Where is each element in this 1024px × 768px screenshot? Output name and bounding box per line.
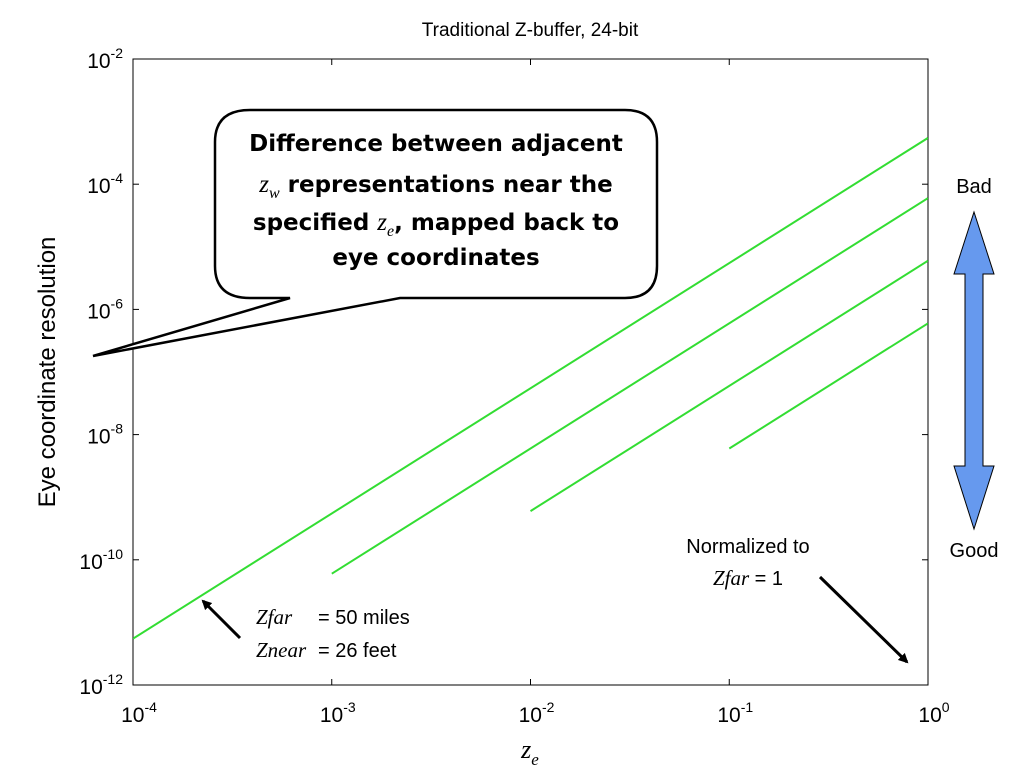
y-tick-exp: -4	[111, 170, 124, 186]
callout-shape	[92, 108, 659, 358]
y-tick-exp: -12	[103, 671, 123, 687]
double-arrow-icon	[953, 210, 995, 531]
y-tick-label: 10-6	[87, 295, 123, 323]
y-tick-label: 10-8	[87, 421, 123, 449]
normalized-val: = 1	[749, 568, 783, 590]
x-tick-base: 10	[519, 704, 542, 727]
series-line-1	[133, 137, 928, 640]
callout-line3-var: z	[376, 209, 387, 236]
x-tick-label: 100	[918, 699, 949, 727]
zfar-var: Zfar	[256, 605, 293, 629]
znear-val: = 26 feet	[318, 640, 397, 662]
x-tick-exp: -2	[542, 699, 555, 715]
x-tick-exp: -3	[343, 699, 356, 715]
callout-line2-sub: w	[269, 185, 280, 202]
x-tick-exp: -4	[144, 699, 157, 715]
y-tick-label: 10-4	[87, 170, 123, 198]
callout-line3: specified ze, mapped back to	[253, 209, 619, 240]
normalized-annotation: Normalized to Zfar = 1	[686, 536, 909, 664]
series-group	[133, 137, 928, 640]
y-tick-base: 10	[87, 50, 110, 73]
znear-line: Znear = 26 feet	[256, 638, 397, 662]
series-line-4	[728, 322, 928, 450]
normalized-arrow	[818, 575, 909, 664]
callout-line1: Difference between adjacent	[249, 131, 623, 157]
x-axis-label-sub: e	[531, 750, 539, 768]
x-tick-label: 10-3	[320, 699, 356, 727]
x-tick-exp: -1	[741, 699, 754, 715]
x-tick-label: 10-2	[519, 699, 555, 727]
y-tick-base: 10	[79, 551, 102, 574]
y-tick-base: 10	[87, 175, 110, 198]
x-tick-label: 10-4	[121, 699, 157, 727]
callout-bubble: Difference between adjacent zw represent…	[92, 108, 659, 358]
callout-line3-sub: e	[387, 223, 394, 240]
y-tick-label: 10-12	[79, 671, 123, 699]
params-arrow	[201, 599, 242, 640]
y-axis-label: Eye coordinate resolution	[34, 237, 61, 508]
series-line-3	[529, 259, 928, 512]
quality-scale: Bad Good	[950, 176, 999, 562]
callout-line3-rest: , mapped back to	[394, 210, 619, 236]
bad-label: Bad	[956, 176, 992, 198]
y-tick-exp: -8	[111, 421, 124, 437]
y-tick-label: 10-2	[87, 45, 123, 73]
x-tick-base: 10	[717, 704, 740, 727]
axis-ticks: 10-4 10-3 10-2 10-1 10010-1210-1010-810-610-…	[79, 45, 949, 727]
x-axis-label: ze	[520, 735, 539, 768]
x-tick-base: 10	[121, 704, 144, 727]
params-annotation: Zfar = 50 miles Znear = 26 feet	[201, 599, 410, 662]
normalized-line1: Normalized to	[686, 536, 809, 558]
callout-line3-pre: specified	[253, 210, 377, 236]
normalized-line2: Zfar = 1	[713, 566, 783, 590]
chart-title: Traditional Z-buffer, 24-bit	[422, 20, 639, 41]
y-tick-label: 10-10	[79, 546, 123, 574]
x-axis-label-var: z	[520, 735, 531, 764]
zfar-val: = 50 miles	[318, 607, 410, 629]
x-tick-exp: 0	[942, 699, 950, 715]
callout-line2: zw representations near the	[258, 171, 613, 202]
y-tick-base: 10	[87, 300, 110, 323]
zfar-line: Zfar = 50 miles	[256, 605, 410, 629]
x-tick-base: 10	[320, 704, 343, 727]
znear-var: Znear	[256, 638, 307, 662]
x-tick-label: 10-1	[717, 699, 753, 727]
y-tick-exp: -2	[111, 45, 124, 61]
y-tick-base: 10	[79, 676, 102, 699]
x-tick-base: 10	[918, 704, 941, 727]
series-line-2	[331, 197, 928, 575]
y-tick-exp: -6	[111, 295, 124, 311]
normalized-var: Zfar	[713, 566, 750, 590]
y-tick-exp: -10	[103, 546, 123, 562]
good-label: Good	[950, 540, 999, 562]
y-tick-base: 10	[87, 426, 110, 449]
callout-line2-rest: representations near the	[280, 172, 613, 198]
callout-line2-var: z	[258, 171, 269, 198]
callout-line4: eye coordinates	[332, 245, 539, 271]
